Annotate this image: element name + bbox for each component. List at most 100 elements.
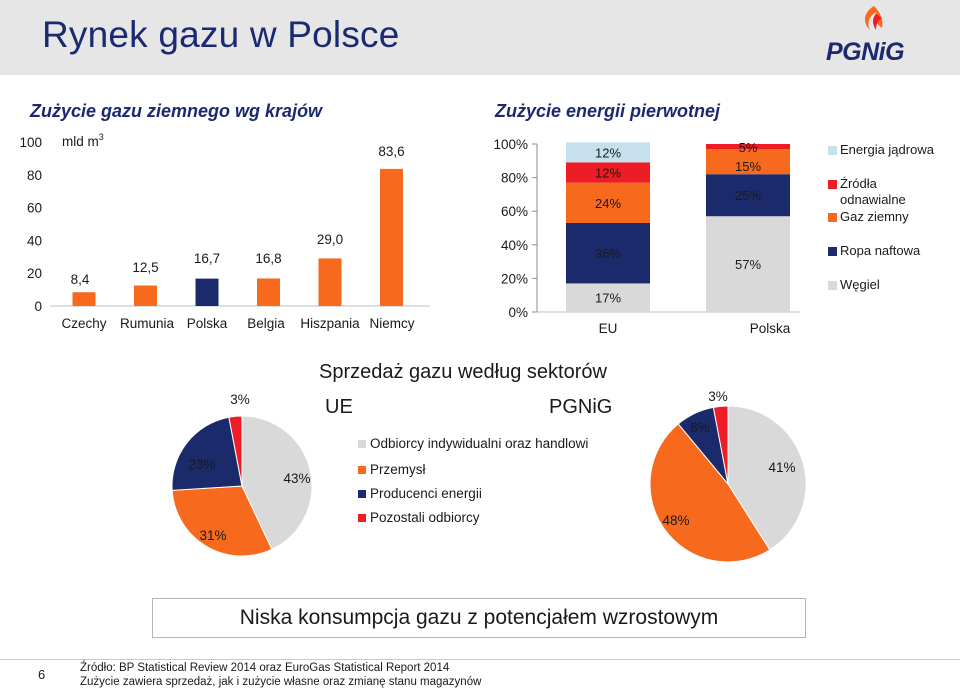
- stack-segment: [566, 162, 650, 183]
- category-label: Polska: [187, 316, 228, 331]
- legend-swatch: [828, 213, 837, 222]
- logo-text: PGNiG: [826, 38, 905, 66]
- segment-label: 12%: [595, 145, 621, 160]
- stack-segment: [566, 142, 650, 163]
- pie-slice: [649, 423, 771, 563]
- segment-label: 17%: [595, 291, 621, 306]
- y-tick-label: 80%: [501, 171, 528, 186]
- stack-segment: [706, 216, 790, 312]
- bar: [257, 278, 280, 306]
- pgnig-pie-chart: 41% 48% 8% 3%: [649, 389, 807, 563]
- legend-swatch: [358, 490, 366, 498]
- primary-energy-stacked-chart: 0% 20% 40% 60% 80% 100% 17% 36% 24% 12% 12% EU 57% 25…: [493, 137, 800, 336]
- pie-slice-label: 3%: [230, 392, 250, 407]
- legend-label-cont: odnawialne: [840, 192, 906, 207]
- legend-label: Przemysł: [370, 462, 426, 477]
- y-tick-label: 40%: [501, 238, 528, 253]
- category-label: Belgia: [247, 316, 285, 331]
- segment-label: 12%: [595, 166, 621, 181]
- bar: [72, 292, 96, 306]
- bar-value-label: 12,5: [132, 260, 158, 275]
- pie-slice: [228, 415, 243, 487]
- stack-segment: [706, 144, 790, 150]
- legend-label: Pozostali odbiorcy: [370, 510, 480, 525]
- y-tick-label: 20: [27, 266, 42, 281]
- category-label: Rumunia: [120, 316, 175, 331]
- legend-swatch: [358, 514, 366, 522]
- segment-label: 57%: [735, 257, 761, 272]
- pgnig-logo: PGNiG: [826, 4, 918, 66]
- flame-icon: [865, 6, 883, 30]
- legend-label: Źródła: [840, 176, 878, 191]
- segment-label: 36%: [595, 246, 621, 261]
- bar: [195, 278, 219, 306]
- pie-slice-label: 48%: [662, 513, 689, 528]
- stack-segment: [706, 174, 790, 217]
- stack-segment: [706, 149, 790, 175]
- page-number: 6: [38, 667, 46, 682]
- bar: [380, 168, 403, 306]
- legend-swatch: [828, 281, 837, 290]
- bar-value-label: 16,7: [194, 251, 220, 266]
- category-label: Niemcy: [369, 316, 414, 331]
- legend-swatch: [828, 180, 837, 189]
- y-tick-label: 0%: [508, 305, 528, 320]
- ue-pie-title: UE: [325, 396, 353, 418]
- ue-pie-chart: 43% 31% 23% 3%: [171, 392, 313, 557]
- bar-value-label: 29,0: [317, 232, 343, 247]
- pie-slice-label: 3%: [708, 389, 728, 404]
- y-tick-label: 100: [19, 135, 42, 150]
- summary-banner: Niska konsumpcja gazu z potencjałem wzro…: [152, 598, 806, 638]
- segment-label: 24%: [595, 196, 621, 211]
- y-tick-label: 20%: [501, 271, 528, 286]
- consumption-note: Zużycie zawiera sprzedaż, jak i zużycie …: [80, 675, 482, 688]
- source-note: Źródło: BP Statistical Review 2014 oraz …: [80, 662, 450, 674]
- category-label: Hiszpania: [300, 316, 360, 331]
- stack-segment: [566, 283, 650, 312]
- pie-slice-label: 8%: [690, 420, 710, 435]
- legend-label: Węgiel: [840, 277, 880, 292]
- segment-label: 15%: [735, 159, 761, 174]
- y-tick-label: 100%: [493, 137, 528, 152]
- unit-label: mld m3: [62, 132, 104, 149]
- y-tick-label: 60%: [501, 204, 528, 219]
- stack-segment: [566, 222, 650, 284]
- segment-label: 5%: [739, 140, 758, 155]
- category-label: Polska: [750, 321, 791, 336]
- bar: [134, 285, 157, 306]
- pie-slice-label: 23%: [188, 457, 215, 472]
- footer-divider: [0, 659, 960, 660]
- consumption-chart-title: Zużycie gazu ziemnego wg krajów: [30, 101, 323, 121]
- y-tick-label: 0: [34, 299, 42, 314]
- page-title: Rynek gazu w Polsce: [42, 14, 400, 55]
- pie-slice: [241, 415, 313, 551]
- legend-swatch: [358, 440, 366, 448]
- y-tick-label: 80: [27, 168, 42, 183]
- legend-label: Odbiorcy indywidualni oraz handlowi: [370, 436, 589, 451]
- header-bar: Rynek gazu w Polsce PGNiG: [0, 0, 960, 75]
- bar-value-label: 83,6: [378, 144, 404, 159]
- category-label: EU: [599, 321, 618, 336]
- sales-chart-title: Sprzedaż gazu według sektorów: [319, 361, 607, 383]
- legend-swatch: [828, 146, 837, 155]
- legend-label: Energia jądrowa: [840, 142, 935, 157]
- legend-swatch: [358, 466, 366, 474]
- bar-value-label: 8,4: [71, 272, 90, 287]
- segment-label: 25%: [735, 188, 761, 203]
- pie-slice: [171, 485, 273, 557]
- legend-label: Gaz ziemny: [840, 209, 909, 224]
- energy-chart-title: Zużycie energii pierwotnej: [495, 101, 721, 121]
- pie-slice: [171, 416, 243, 491]
- stack-segment: [566, 182, 650, 223]
- bar-value-label: 16,8: [255, 251, 281, 266]
- consumption-bar-chart: 0 20 40 60 80 100 mld m3 8,4 Czechy 12,5 Rumunia 16…: [19, 132, 430, 331]
- pie-slice: [712, 405, 729, 485]
- footer-source: Źródło: BP Statistical Review 2014 oraz …: [80, 662, 481, 689]
- legend-label: Producenci energii: [370, 486, 482, 501]
- pie-slice-label: 31%: [199, 528, 226, 543]
- bar: [318, 258, 342, 306]
- y-tick-label: 60: [27, 201, 42, 216]
- pie-slice-label: 43%: [283, 471, 310, 486]
- category-label: Czechy: [61, 316, 106, 331]
